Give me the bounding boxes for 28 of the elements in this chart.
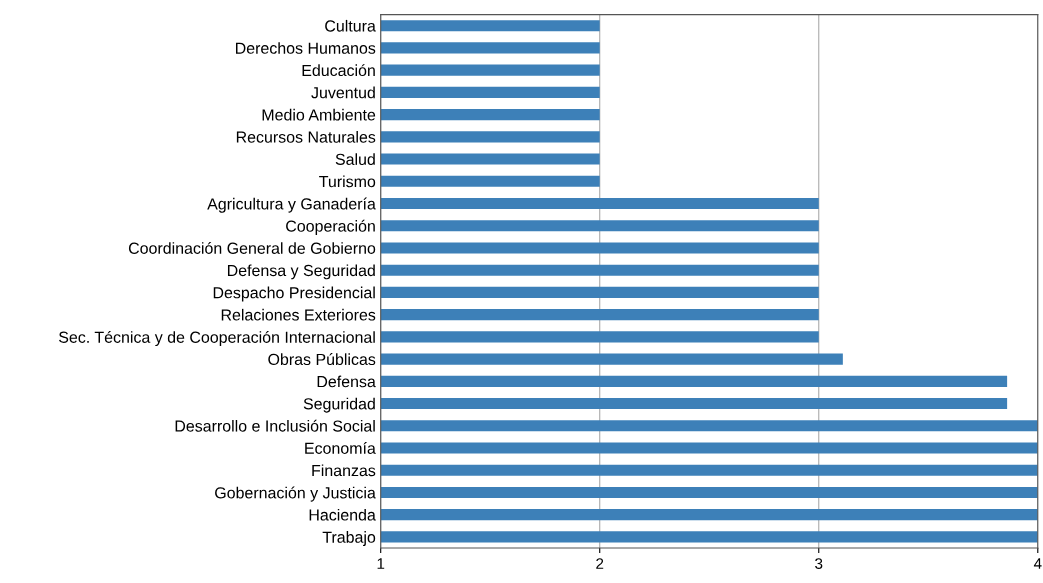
y-tick-label: Desarrollo e Inclusión Social — [175, 419, 375, 432]
y-tick-label: Cultura — [325, 19, 376, 32]
y-tick-label: Gobernación y Justicia — [215, 486, 376, 502]
y-tick-label: Relaciones Exteriores — [221, 308, 376, 321]
y-tick-label: Juventud — [311, 86, 375, 99]
y-tick-label: Economía — [305, 442, 376, 454]
y-tick-label: Derechos Humanos — [236, 42, 376, 54]
y-tick-label: Recursos Naturales — [236, 131, 376, 143]
y-tick-label: Turismo — [319, 175, 376, 188]
y-tick-label: Defensa y Seguridad — [227, 264, 375, 280]
y-tick-label: Finanzas — [312, 464, 376, 477]
y-tick-label: Obras Públicas — [268, 353, 376, 366]
x-tick-label: 2 — [596, 558, 604, 569]
y-tick-label: Cooperación — [286, 219, 375, 235]
y-tick-label: Sec. Técnica y de Cooperación Internacional — [59, 330, 375, 347]
y-tick-label: Despacho Presidencial — [213, 286, 375, 302]
y-tick-label: Trabajo — [322, 531, 376, 547]
y-tick-label: Hacienda — [309, 508, 376, 521]
y-tick-label: Coordinación General de Gobierno — [128, 241, 376, 254]
x-tick-label: 1 — [377, 558, 385, 569]
x-tick-label: 3 — [815, 558, 823, 569]
y-tick-label: Seguridad — [303, 397, 375, 413]
y-tick-label: Medio Ambiente — [262, 108, 376, 121]
y-tick-label: Educación — [302, 64, 375, 77]
x-tick-label: 4 — [1033, 558, 1042, 569]
y-tick-label: Agricultura y Ganadería — [207, 197, 376, 213]
y-tick-label: Defensa — [317, 375, 376, 388]
y-tick-label: Salud — [335, 153, 375, 165]
